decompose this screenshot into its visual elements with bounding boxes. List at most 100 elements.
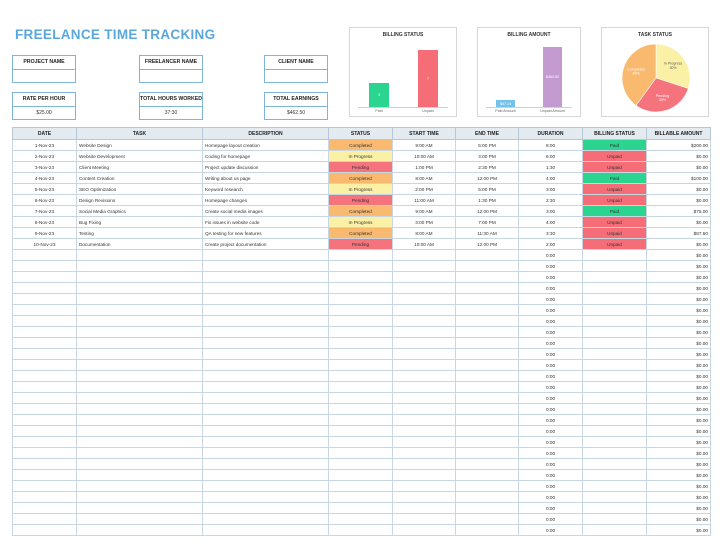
- cell-amount[interactable]: $0.00: [646, 293, 711, 305]
- cell-date[interactable]: [12, 414, 77, 426]
- cell-billing[interactable]: [582, 249, 647, 261]
- cell-start[interactable]: [392, 293, 456, 305]
- cell-duration[interactable]: 0:00: [518, 315, 583, 327]
- cell-billing[interactable]: [582, 293, 647, 305]
- cell-end[interactable]: [455, 271, 519, 283]
- cell-end[interactable]: [455, 425, 519, 437]
- cell-status[interactable]: [328, 282, 393, 294]
- cell-task[interactable]: Testing: [76, 227, 203, 239]
- cell-billing[interactable]: [582, 513, 647, 525]
- cell-amount[interactable]: $0.00: [646, 216, 711, 228]
- cell-task[interactable]: [76, 271, 203, 283]
- cell-duration[interactable]: 0:00: [518, 414, 583, 426]
- cell-duration[interactable]: 0:00: [518, 282, 583, 294]
- cell-description[interactable]: QA testing for new features: [202, 227, 329, 239]
- rate-value[interactable]: $25.00: [36, 110, 52, 116]
- cell-description[interactable]: [202, 359, 329, 371]
- cell-duration[interactable]: 3:00: [518, 205, 583, 217]
- cell-duration[interactable]: 0:00: [518, 381, 583, 393]
- cell-end[interactable]: [455, 513, 519, 525]
- cell-status[interactable]: Completed: [328, 205, 393, 217]
- cell-amount[interactable]: $0.00: [646, 414, 711, 426]
- cell-date[interactable]: 3-Nov-23: [12, 161, 77, 173]
- cell-duration[interactable]: 0:00: [518, 359, 583, 371]
- cell-end[interactable]: 11:30 AM: [455, 227, 519, 239]
- cell-billing[interactable]: [582, 480, 647, 492]
- cell-billing[interactable]: Unpaid: [582, 227, 647, 239]
- cell-duration[interactable]: 0:00: [518, 392, 583, 404]
- cell-date[interactable]: 4-Nov-23: [12, 172, 77, 184]
- cell-description[interactable]: Homepage layout creation: [202, 139, 329, 151]
- cell-date[interactable]: 6-Nov-23: [12, 194, 77, 206]
- cell-task[interactable]: Design Revisions: [76, 194, 203, 206]
- cell-task[interactable]: Social Media Graphics: [76, 205, 203, 217]
- cell-date[interactable]: [12, 524, 77, 536]
- cell-date[interactable]: 10-Nov-23: [12, 238, 77, 250]
- cell-amount[interactable]: $0.00: [646, 315, 711, 327]
- cell-end[interactable]: [455, 359, 519, 371]
- cell-description[interactable]: Fix issues in website code: [202, 216, 329, 228]
- cell-status[interactable]: [328, 469, 393, 481]
- header-date[interactable]: DATE: [12, 127, 77, 140]
- cell-duration[interactable]: 0:00: [518, 480, 583, 492]
- cell-status[interactable]: [328, 271, 393, 283]
- cell-billing[interactable]: [582, 447, 647, 459]
- cell-amount[interactable]: $0.00: [646, 238, 711, 250]
- cell-amount[interactable]: $0.00: [646, 480, 711, 492]
- cell-duration[interactable]: 0:00: [518, 348, 583, 360]
- cell-task[interactable]: Website Development: [76, 150, 203, 162]
- cell-date[interactable]: [12, 502, 77, 514]
- cell-end[interactable]: [455, 260, 519, 272]
- cell-end[interactable]: [455, 381, 519, 393]
- header-duration[interactable]: DURATION: [518, 127, 583, 140]
- cell-status[interactable]: [328, 326, 393, 338]
- cell-duration[interactable]: 0:00: [518, 260, 583, 272]
- cell-task[interactable]: [76, 337, 203, 349]
- cell-end[interactable]: 12:00 PM: [455, 238, 519, 250]
- cell-end[interactable]: [455, 304, 519, 316]
- cell-status[interactable]: Completed: [328, 172, 393, 184]
- cell-start[interactable]: [392, 447, 456, 459]
- cell-start[interactable]: [392, 425, 456, 437]
- cell-description[interactable]: Create project documentation: [202, 238, 329, 250]
- cell-date[interactable]: [12, 293, 77, 305]
- cell-end[interactable]: [455, 491, 519, 503]
- cell-task[interactable]: [76, 502, 203, 514]
- cell-description[interactable]: Homepage changes: [202, 194, 329, 206]
- cell-task[interactable]: [76, 524, 203, 536]
- cell-start[interactable]: 8:00 AM: [392, 227, 456, 239]
- cell-task[interactable]: Client Meeting: [76, 161, 203, 173]
- cell-task[interactable]: Documentation: [76, 238, 203, 250]
- cell-amount[interactable]: $0.00: [646, 436, 711, 448]
- cell-amount[interactable]: $87.50: [646, 227, 711, 239]
- cell-duration[interactable]: 0:00: [518, 304, 583, 316]
- cell-duration[interactable]: 2:30: [518, 194, 583, 206]
- cell-task[interactable]: [76, 480, 203, 492]
- cell-date[interactable]: [12, 381, 77, 393]
- cell-start[interactable]: [392, 260, 456, 272]
- cell-status[interactable]: [328, 315, 393, 327]
- cell-status[interactable]: [328, 348, 393, 360]
- cell-description[interactable]: [202, 370, 329, 382]
- cell-end[interactable]: 2:30 PM: [455, 161, 519, 173]
- cell-description[interactable]: [202, 425, 329, 437]
- cell-billing[interactable]: [582, 315, 647, 327]
- cell-start[interactable]: 10:00 AM: [392, 150, 456, 162]
- project-name-value[interactable]: [13, 70, 75, 82]
- cell-task[interactable]: Content Creation: [76, 172, 203, 184]
- cell-billing[interactable]: [582, 359, 647, 371]
- cell-description[interactable]: [202, 282, 329, 294]
- cell-amount[interactable]: $0.00: [646, 194, 711, 206]
- cell-date[interactable]: 7-Nov-23: [12, 205, 77, 217]
- cell-duration[interactable]: 4:00: [518, 172, 583, 184]
- cell-date[interactable]: [12, 304, 77, 316]
- cell-billing[interactable]: Unpaid: [582, 161, 647, 173]
- cell-task[interactable]: [76, 326, 203, 338]
- header-billable-amount[interactable]: BILLABLE AMOUNT: [646, 127, 711, 140]
- cell-description[interactable]: Coding for homepage: [202, 150, 329, 162]
- cell-start[interactable]: [392, 480, 456, 492]
- cell-date[interactable]: 9-Nov-23: [12, 227, 77, 239]
- cell-end[interactable]: 7:00 PM: [455, 216, 519, 228]
- cell-billing[interactable]: Unpaid: [582, 238, 647, 250]
- cell-task[interactable]: [76, 260, 203, 272]
